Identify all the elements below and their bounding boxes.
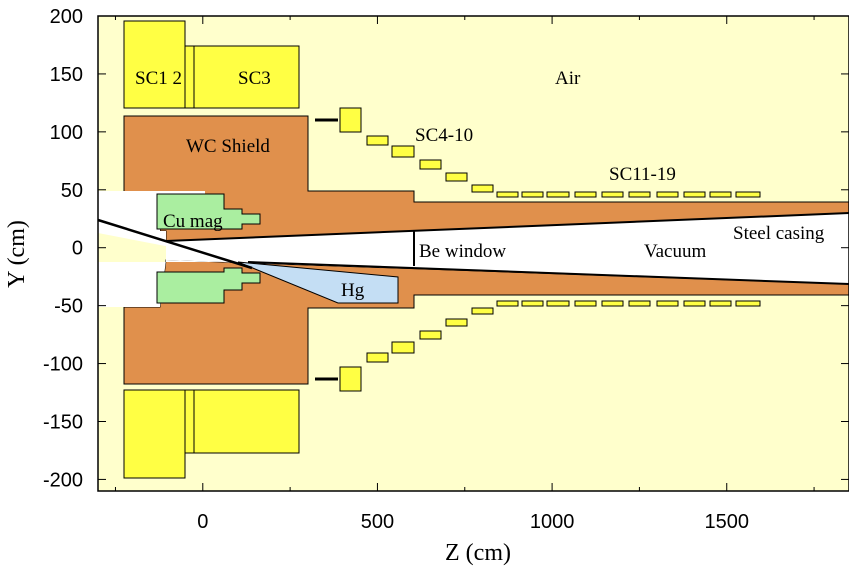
sc1-coil-upper (123, 20, 186, 109)
y-tick-label: 50 (61, 180, 83, 202)
sc5-coil-lower (366, 352, 389, 363)
cu-magnet-upper (156, 193, 261, 230)
sc11-19-coils-lower (496, 300, 761, 307)
label-hg: Hg (341, 280, 365, 301)
y-axis-title: Y (cm) (4, 220, 30, 288)
sc18-coil-upper (683, 191, 706, 198)
y-tick-label: 100 (50, 122, 83, 144)
sc16-coil-lower (628, 300, 651, 307)
sc9-coil-upper (471, 184, 494, 193)
plot-frame (97, 15, 849, 492)
beam-line-lower (165, 212, 849, 242)
sc17-coil-upper (656, 191, 679, 198)
sc1-coil-lower (123, 389, 186, 479)
sc17-coil-lower (656, 300, 679, 307)
beam-line-3 (247, 261, 849, 285)
x-axis-title: Z (cm) (445, 540, 511, 566)
sc15-coil-upper (601, 191, 624, 198)
y-tick-label: -50 (54, 296, 83, 318)
x-tick-label: 1000 (530, 511, 575, 533)
sc18-coil-lower (683, 300, 706, 307)
y-tick-label: 0 (72, 238, 83, 260)
x-tick-label: 0 (197, 511, 208, 533)
sc8-coil-upper (445, 172, 468, 182)
sc7-coil-lower (419, 330, 442, 340)
label-be-window: Be window (419, 241, 506, 262)
sc11-coil-upper (496, 191, 519, 198)
label-sc11-19: SC11-19 (609, 164, 676, 185)
sc9-coil-lower (471, 307, 494, 315)
sc14-coil-upper (574, 191, 597, 198)
y-tick-label: -150 (43, 411, 83, 433)
beam-line-upper (97, 218, 253, 270)
sc7-coil-upper (419, 159, 442, 170)
label-sc4-10: SC4-10 (415, 125, 473, 146)
sc12-coil-upper (521, 191, 544, 198)
y-tick-label: 200 (50, 6, 83, 28)
y-tick-label: 150 (50, 64, 83, 86)
sc2-coil-upper (184, 45, 195, 109)
y-tick-label: -200 (43, 469, 83, 491)
sc5-coil-upper (366, 135, 389, 146)
y-tick-label: -100 (43, 354, 83, 376)
sc16-coil-upper (628, 191, 651, 198)
sc20-coil-lower (735, 300, 761, 307)
sc19-coil-upper (709, 191, 732, 198)
sc20-coil-upper (735, 191, 761, 198)
label-wc-shield: WC Shield (186, 136, 270, 157)
sc6-coil-upper (391, 145, 415, 158)
sc2-coil-lower (184, 389, 195, 454)
cu-magnet-lower (156, 267, 261, 304)
sc13-coil-lower (546, 300, 570, 307)
sc8-coil-lower (445, 318, 468, 327)
label-steel-casing: Steel casing (733, 223, 825, 244)
sc15-coil-lower (601, 300, 624, 307)
sc12-coil-lower (521, 300, 544, 307)
sc4-coil-lower (339, 366, 362, 392)
label-cu-mag: Cu mag (163, 211, 223, 232)
x-tick-label: 500 (361, 511, 394, 533)
sc13-coil-upper (546, 191, 570, 198)
sc3-coil-upper (193, 45, 300, 109)
sc11-19-coils-upper (496, 191, 761, 198)
sc6-coil-lower (391, 341, 415, 354)
x-tick-label: 1500 (704, 511, 749, 533)
label-sc3: SC3 (238, 68, 271, 89)
sc3-coil-lower (193, 389, 300, 454)
vacuum-core (166, 229, 849, 284)
label-air: Air (555, 68, 581, 89)
hg-target (237, 261, 399, 304)
label-sc12: SC1 2 (135, 68, 182, 89)
y-axis-ticks: 200 150 100 50 0 -50 -100 -150 -200 (43, 6, 849, 491)
sc4-coil-upper (339, 107, 362, 133)
label-vacuum: Vacuum (644, 241, 706, 262)
sc19-coil-lower (709, 300, 732, 307)
sc11-coil-lower (496, 300, 519, 307)
x-axis-ticks: 0 500 1000 1500 (114, 16, 815, 533)
sc14-coil-lower (574, 300, 597, 307)
